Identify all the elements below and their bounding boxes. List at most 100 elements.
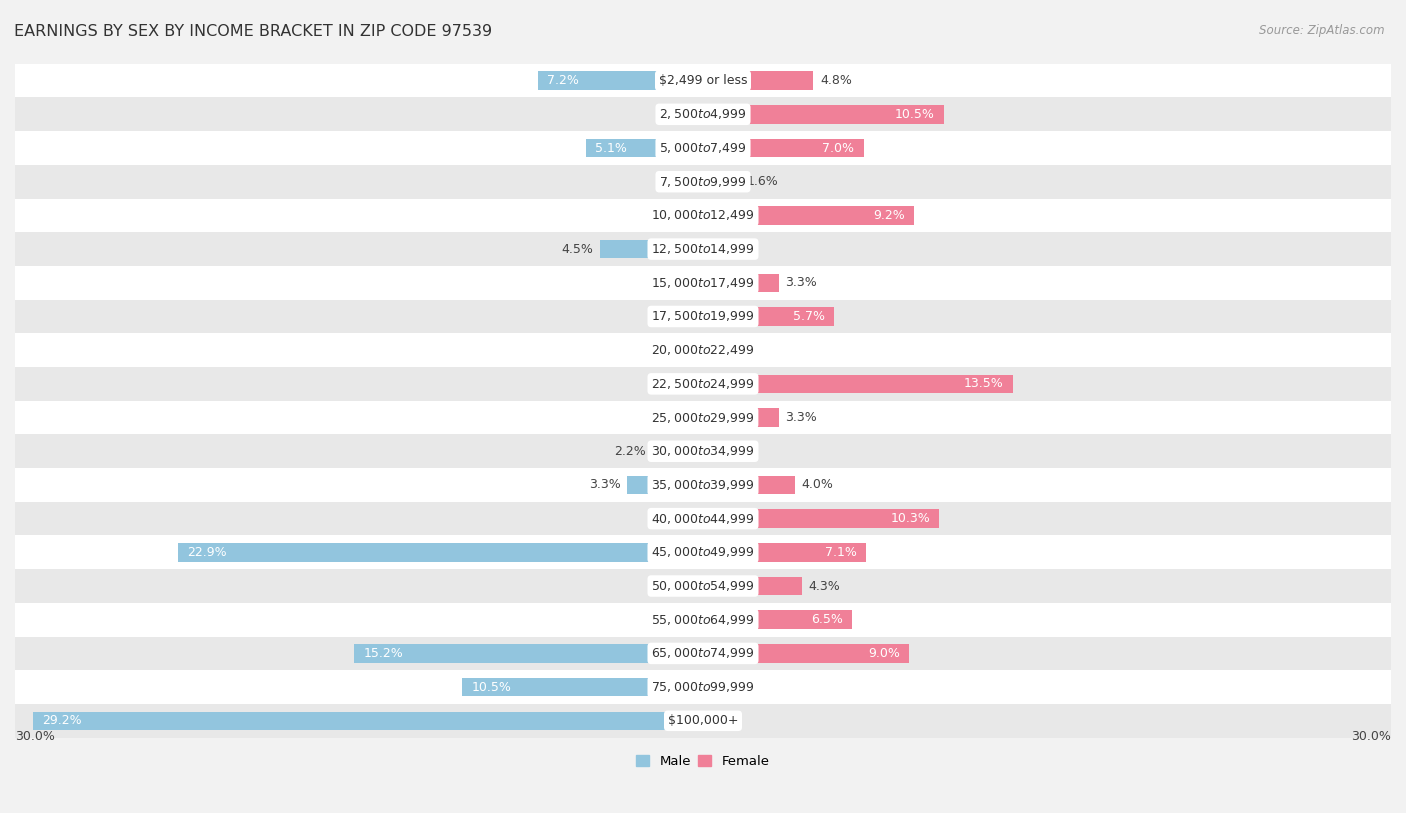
Text: 7.1%: 7.1%	[825, 546, 856, 559]
Text: 5.7%: 5.7%	[793, 310, 824, 323]
Text: 5.1%: 5.1%	[595, 141, 627, 154]
Text: 0.0%: 0.0%	[664, 209, 696, 222]
Bar	[15, 401, 1391, 434]
Bar	[703, 510, 939, 528]
Bar	[652, 442, 703, 460]
Text: 7.0%: 7.0%	[823, 141, 855, 154]
Text: $12,500 to $14,999: $12,500 to $14,999	[651, 242, 755, 256]
Bar	[703, 307, 834, 326]
Bar	[15, 266, 1391, 300]
Text: $65,000 to $74,999: $65,000 to $74,999	[651, 646, 755, 660]
Bar	[703, 408, 779, 427]
Text: $50,000 to $54,999: $50,000 to $54,999	[651, 579, 755, 593]
Text: 4.3%: 4.3%	[808, 580, 841, 593]
Text: 4.0%: 4.0%	[801, 478, 834, 491]
Bar	[15, 670, 1391, 704]
Bar	[15, 603, 1391, 637]
Bar	[15, 165, 1391, 198]
Bar	[703, 476, 794, 494]
Text: 0.0%: 0.0%	[664, 344, 696, 357]
Text: $35,000 to $39,999: $35,000 to $39,999	[651, 478, 755, 492]
Text: $25,000 to $29,999: $25,000 to $29,999	[651, 411, 755, 424]
Bar	[15, 569, 1391, 603]
Text: 0.0%: 0.0%	[664, 580, 696, 593]
Text: 2.2%: 2.2%	[614, 445, 645, 458]
Text: 0.0%: 0.0%	[664, 512, 696, 525]
Bar	[34, 711, 703, 730]
Bar	[703, 543, 866, 562]
Text: 6.5%: 6.5%	[811, 613, 842, 626]
Bar	[15, 434, 1391, 468]
Text: 3.3%: 3.3%	[786, 276, 817, 289]
Bar	[15, 333, 1391, 367]
Text: 4.8%: 4.8%	[820, 74, 852, 87]
Text: 22.9%: 22.9%	[187, 546, 226, 559]
Bar	[15, 98, 1391, 131]
Bar	[15, 536, 1391, 569]
Text: 0.0%: 0.0%	[710, 715, 742, 728]
Bar	[703, 139, 863, 157]
Bar	[703, 644, 910, 663]
Text: Source: ZipAtlas.com: Source: ZipAtlas.com	[1260, 24, 1385, 37]
Text: $55,000 to $64,999: $55,000 to $64,999	[651, 613, 755, 627]
Text: $15,000 to $17,499: $15,000 to $17,499	[651, 276, 755, 289]
Text: 3.3%: 3.3%	[589, 478, 620, 491]
Text: $45,000 to $49,999: $45,000 to $49,999	[651, 546, 755, 559]
Text: 29.2%: 29.2%	[42, 715, 82, 728]
Bar	[15, 63, 1391, 98]
Bar	[703, 105, 943, 124]
Text: 0.0%: 0.0%	[664, 613, 696, 626]
Bar	[538, 72, 703, 90]
Text: $17,500 to $19,999: $17,500 to $19,999	[651, 310, 755, 324]
Bar	[354, 644, 703, 663]
Bar	[15, 637, 1391, 670]
Text: EARNINGS BY SEX BY INCOME BRACKET IN ZIP CODE 97539: EARNINGS BY SEX BY INCOME BRACKET IN ZIP…	[14, 24, 492, 39]
Text: $20,000 to $22,499: $20,000 to $22,499	[651, 343, 755, 357]
Text: 0.0%: 0.0%	[710, 344, 742, 357]
Text: $40,000 to $44,999: $40,000 to $44,999	[651, 511, 755, 526]
Text: $22,500 to $24,999: $22,500 to $24,999	[651, 377, 755, 391]
Bar	[15, 300, 1391, 333]
Bar	[703, 375, 1012, 393]
Text: 3.3%: 3.3%	[786, 411, 817, 424]
Text: 30.0%: 30.0%	[15, 730, 55, 743]
Text: 0.0%: 0.0%	[710, 445, 742, 458]
Text: 4.5%: 4.5%	[561, 242, 593, 255]
Text: 30.0%: 30.0%	[1351, 730, 1391, 743]
Bar	[586, 139, 703, 157]
Text: 7.2%: 7.2%	[547, 74, 579, 87]
Bar	[703, 273, 779, 292]
Text: 15.2%: 15.2%	[364, 647, 404, 660]
Text: 0.0%: 0.0%	[710, 242, 742, 255]
Bar	[703, 172, 740, 191]
Bar	[15, 233, 1391, 266]
Bar	[600, 240, 703, 259]
Text: 13.5%: 13.5%	[963, 377, 1004, 390]
Text: 9.0%: 9.0%	[869, 647, 900, 660]
Text: $30,000 to $34,999: $30,000 to $34,999	[651, 444, 755, 459]
Bar	[703, 72, 813, 90]
Bar	[15, 468, 1391, 502]
Bar	[15, 704, 1391, 737]
Bar	[703, 207, 914, 224]
Bar	[463, 678, 703, 697]
Legend: Male, Female: Male, Female	[636, 755, 770, 768]
Bar	[15, 131, 1391, 165]
Bar	[627, 476, 703, 494]
Text: 0.0%: 0.0%	[664, 176, 696, 188]
Text: 10.5%: 10.5%	[471, 680, 512, 693]
Text: $7,500 to $9,999: $7,500 to $9,999	[659, 175, 747, 189]
Text: 0.0%: 0.0%	[664, 310, 696, 323]
Text: 1.6%: 1.6%	[747, 176, 779, 188]
Bar	[15, 198, 1391, 233]
Text: 0.0%: 0.0%	[664, 411, 696, 424]
Text: $2,499 or less: $2,499 or less	[659, 74, 747, 87]
Text: $10,000 to $12,499: $10,000 to $12,499	[651, 208, 755, 223]
Bar	[703, 576, 801, 595]
Bar	[703, 611, 852, 629]
Text: $2,500 to $4,999: $2,500 to $4,999	[659, 107, 747, 121]
Text: 9.2%: 9.2%	[873, 209, 905, 222]
Bar	[15, 502, 1391, 536]
Text: $5,000 to $7,499: $5,000 to $7,499	[659, 141, 747, 155]
Text: 10.3%: 10.3%	[890, 512, 929, 525]
